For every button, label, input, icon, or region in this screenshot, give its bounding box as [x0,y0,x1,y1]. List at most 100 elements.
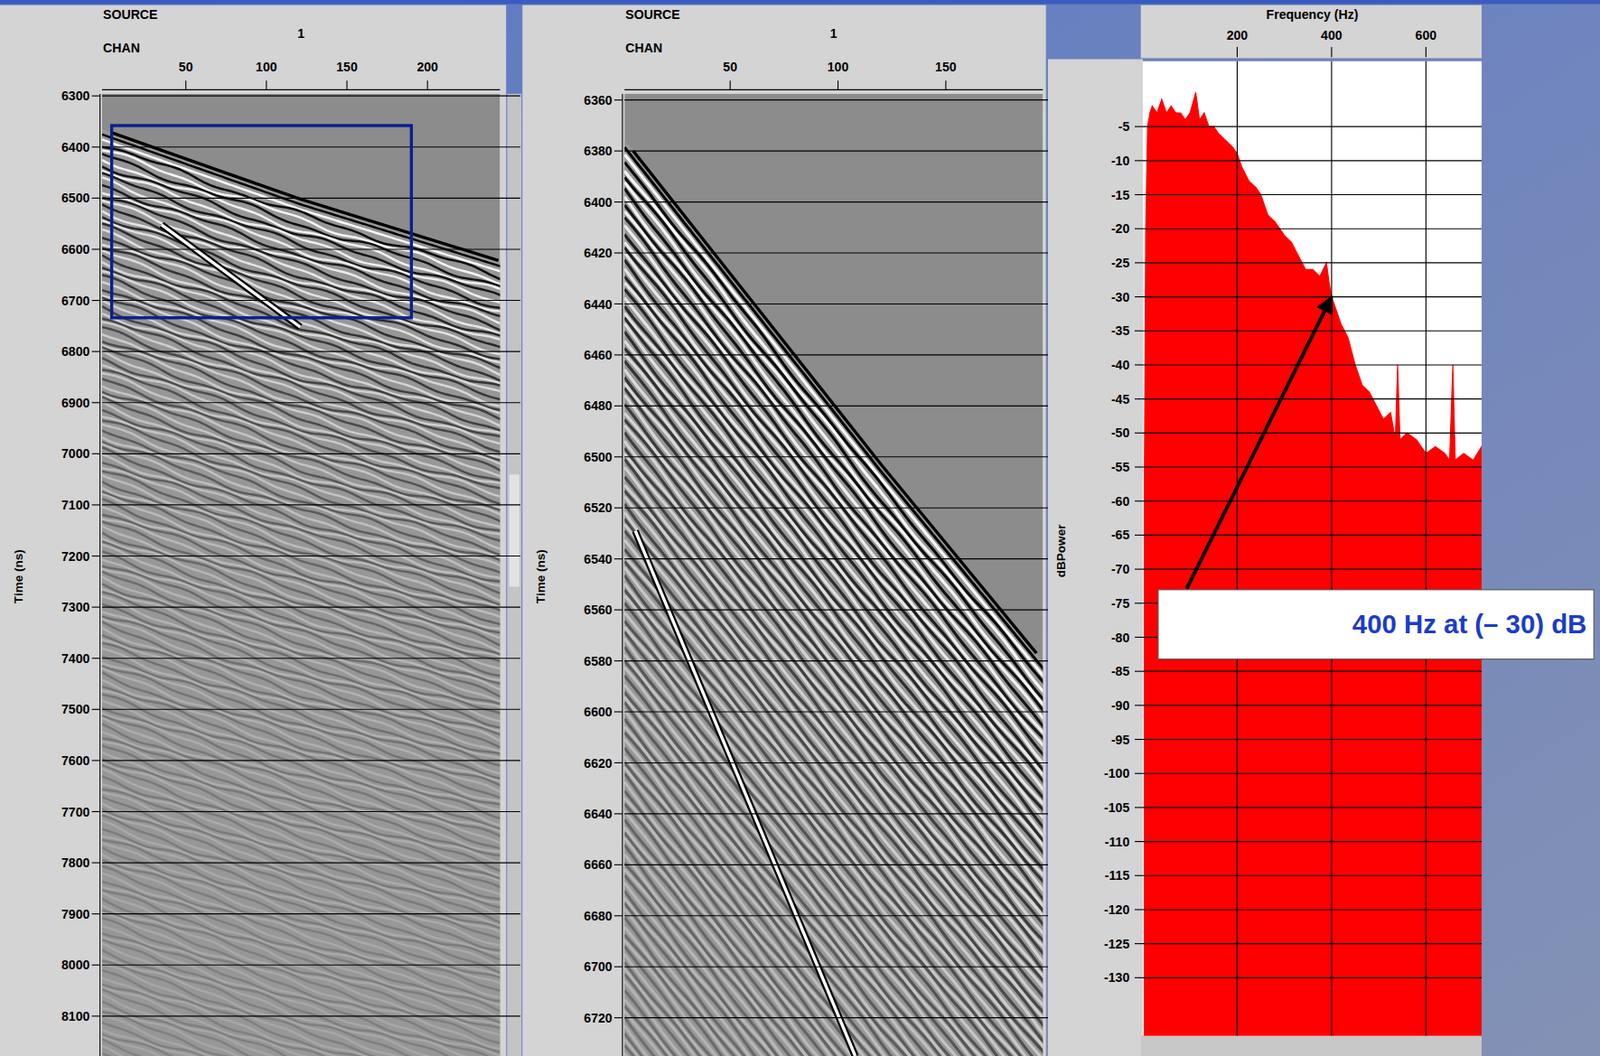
y-tick-label: 6380 [583,143,613,159]
texture-stripe [102,357,500,489]
y-tick-label: 6700 [61,293,91,309]
grid-line [1142,126,1482,128]
y-tick [614,99,623,101]
texture-stripe [102,378,500,511]
plot-area [624,93,1043,1056]
x-tick-label: 200 [416,59,439,75]
texture-stripe [102,275,500,412]
x-tick-label: 200 [1226,28,1249,43]
y-tick-label: -40 [1111,357,1131,373]
grid-line [1142,194,1482,196]
texture-stripe [102,1034,500,1056]
x-tick-label: 100 [255,59,278,75]
texture-stripe [102,577,500,709]
y-tick [1134,806,1143,808]
y-tick [1134,704,1143,706]
grid-line [102,299,521,301]
grid-line [102,351,521,353]
y-tick [1134,739,1143,740]
x-axis-line [624,89,1043,91]
x-tick-label: 50 [178,59,194,75]
grid-line [1142,364,1482,365]
y-tick-label: -125 [1104,936,1130,952]
y-tick-label: -50 [1111,425,1131,440]
y-tick-label: -45 [1111,392,1131,407]
texture-stripe [102,402,500,534]
texture-stripe [102,197,500,331]
x-tick-label: 150 [935,59,957,75]
event-outline [161,224,300,328]
y-tick [92,607,101,609]
texture-stripe [102,467,500,602]
y-tick [1134,602,1143,604]
grid-line [624,864,1064,866]
y-tick [1134,841,1143,843]
texture-stripe [624,845,1043,1056]
y-tick [614,864,623,866]
y-tick [92,759,101,761]
y-tick [92,862,101,864]
texture-stripe [102,281,500,414]
y-tick [1134,398,1143,400]
grid-line [624,711,1064,712]
y-tick-label: 7800 [61,855,91,871]
grid-line [624,966,1064,968]
y-tick-label: 8000 [61,957,91,973]
y-tick-label: 6560 [583,602,613,618]
texture-stripe [102,627,500,758]
grid-line [1142,943,1482,945]
plot-area [102,93,500,1056]
grid-line [624,1017,1064,1019]
grid-line [1330,61,1332,1037]
texture-stripe [624,177,1043,702]
grid-line [102,197,521,199]
y-tick-label: -100 [1104,766,1130,781]
y-tick [1134,908,1143,910]
grid-line [624,252,1064,253]
y-tick [92,709,101,711]
y-tick-label: -80 [1111,630,1131,646]
y-tick-label: -115 [1104,868,1131,883]
x-axis-label: CHAN [102,40,141,56]
scrollbar [506,93,522,1056]
y-tick-label: 6440 [583,297,613,312]
source-number: 1 [297,26,305,41]
x-tick [945,80,946,90]
y-tick-label: 7900 [61,907,91,922]
y-tick [1134,943,1143,945]
y-tick-label: -105 [1104,800,1130,815]
texture-stripe [102,444,500,580]
grid-line [624,99,1064,101]
y-tick-label: 6620 [583,756,613,771]
texture-stripe [102,813,500,947]
grid-line [1236,61,1238,1037]
chart-title: Frequency (Hz) [1266,7,1359,22]
y-tick [92,1015,101,1017]
y-tick [614,201,623,203]
grid-line [102,248,521,250]
grid-line [1142,466,1482,468]
y-tick [1134,228,1143,230]
texture-stripe [624,1025,1043,1056]
y-tick [614,711,623,712]
grid-line [102,402,521,403]
y-tick [92,964,101,966]
texture-stripe [624,898,1043,1056]
x-tick-label: 100 [827,59,850,75]
y-tick-label: 7600 [61,753,91,768]
texture-stripe [102,680,500,812]
grid-line [102,913,521,915]
y-tick-label: -35 [1111,323,1131,338]
spectrum-area [1144,92,1482,1036]
y-tick-label: 6460 [583,347,613,363]
y-tick [92,811,101,813]
x-tick [1330,46,1332,57]
texture-stripe [102,862,500,998]
y-tick [614,507,623,509]
texture-stripe [102,937,500,1056]
texture-stripe [624,247,1043,773]
y-tick-label: 6700 [583,959,613,974]
y-tick [614,609,623,611]
x-tick-label: 150 [336,59,358,75]
texture-stripe [102,840,500,974]
